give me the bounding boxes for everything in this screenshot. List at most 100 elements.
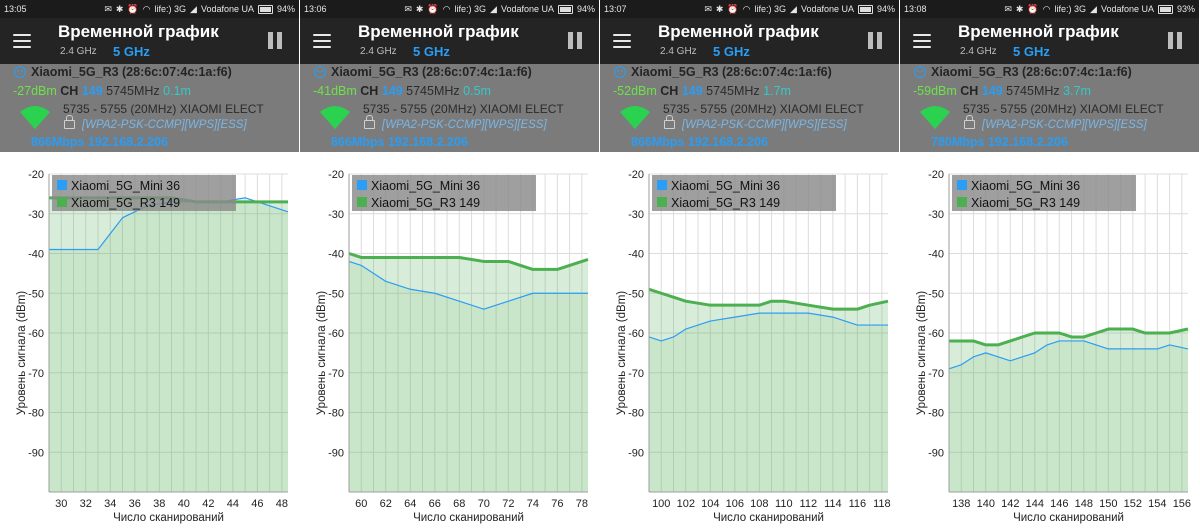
band-2-4-tab[interactable]: 2.4 GHz xyxy=(660,46,697,57)
y-tick-label: -90 xyxy=(328,447,344,459)
channel-value: 149 xyxy=(981,84,1003,98)
notification-icon: ✉ xyxy=(104,3,112,14)
network-details: -52dBm CH 149 5745MHz 1.7m xyxy=(613,84,791,98)
x-tick-label: 102 xyxy=(677,498,695,510)
y-tick-label: -30 xyxy=(28,209,44,221)
x-tick-label: 156 xyxy=(1173,498,1191,510)
signal-icon: ◢ xyxy=(190,3,197,14)
frequency-range: 5735 - 5755 (20MHz) xyxy=(63,102,177,116)
carrier-2: Vodafone UA xyxy=(200,4,254,14)
legend-label: Xiaomi_5G_Mini 36 xyxy=(971,179,1080,193)
network-details: -59dBm CH 149 5745MHz 3.7m xyxy=(913,84,1091,98)
legend-label: Xiaomi_5G_R3 149 xyxy=(371,196,480,210)
x-tick-label: 104 xyxy=(701,498,719,510)
x-tick-label: 38 xyxy=(153,498,165,510)
panel-divider xyxy=(299,0,300,532)
series-area xyxy=(949,329,1188,492)
pause-icon[interactable] xyxy=(268,32,282,49)
x-axis-title: Число сканирований xyxy=(413,512,524,524)
x-tick-label: 148 xyxy=(1075,498,1093,510)
y-axis-title: Уровень сигнала (dBm) xyxy=(16,291,28,415)
x-tick-label: 32 xyxy=(80,498,92,510)
legend-background xyxy=(352,175,536,211)
x-tick-label: 34 xyxy=(104,498,116,510)
connected-icon xyxy=(614,66,626,78)
band-2-4-tab[interactable]: 2.4 GHz xyxy=(960,46,997,57)
band-5-tab[interactable]: 5 GHz xyxy=(1013,44,1050,59)
x-tick-label: 142 xyxy=(1001,498,1019,510)
legend-label: Xiaomi_5G_R3 149 xyxy=(71,196,180,210)
channel-value: 149 xyxy=(81,84,103,98)
band-2-4-tab[interactable]: 2.4 GHz xyxy=(360,46,397,57)
alarm-icon: ⏰ xyxy=(127,3,139,14)
y-tick-label: -70 xyxy=(328,368,344,380)
panel-divider xyxy=(899,0,900,532)
band-5-tab[interactable]: 5 GHz xyxy=(113,44,150,59)
frequency-range: 5735 - 5755 (20MHz) xyxy=(663,102,777,116)
connection-info[interactable]: Xiaomi_5G_R3 (28:6c:07:4c:1a:f6) -59dBm … xyxy=(900,64,1199,152)
status-bar: 13:05 ✉ ✱ ⏰ ◠ life:) 3G ◢ Vodafone UA 94… xyxy=(0,0,299,18)
security-capabilities: [WPA2-PSK-CCMP][WPS][ESS] xyxy=(682,119,847,131)
lock-icon xyxy=(964,115,975,129)
x-tick-label: 112 xyxy=(800,498,818,510)
connected-icon xyxy=(914,66,926,78)
bluetooth-icon: ✱ xyxy=(115,3,124,14)
connection-info[interactable]: Xiaomi_5G_R3 (28:6c:07:4c:1a:f6) -27dBm … xyxy=(0,64,299,152)
pause-icon[interactable] xyxy=(868,32,882,49)
frequency-range: 5735 - 5755 (20MHz) xyxy=(963,102,1077,116)
x-tick-label: 66 xyxy=(429,498,441,510)
wifi-status-icon: ◠ xyxy=(742,3,751,14)
carrier-2: Vodafone UA xyxy=(800,4,854,14)
menu-icon[interactable] xyxy=(913,34,931,48)
legend-swatch xyxy=(57,197,67,207)
menu-icon[interactable] xyxy=(613,34,631,48)
channel-label: CH xyxy=(960,84,979,98)
x-tick-label: 116 xyxy=(849,498,867,510)
battery-level: 94% xyxy=(276,4,295,14)
x-tick-label: 68 xyxy=(453,498,465,510)
time-graph-chart: -20 -30 -40 -50 -60 -70 -80 -90 100 102 104 106 108 1… xyxy=(616,169,891,524)
channel-label: CH xyxy=(360,84,379,98)
signal-icon: ◢ xyxy=(1090,3,1097,14)
y-tick-label: -20 xyxy=(328,169,344,181)
bluetooth-icon: ✱ xyxy=(715,3,724,14)
screenshot-panel: 13:06 ✉ ✱ ⏰ ◠ life:) 3G ◢ Vodafone UA 94… xyxy=(300,0,599,532)
pause-icon[interactable] xyxy=(1168,32,1182,49)
y-tick-label: -20 xyxy=(628,169,644,181)
band-5-tab[interactable]: 5 GHz xyxy=(713,44,750,59)
band-5-tab[interactable]: 5 GHz xyxy=(413,44,450,59)
app-bar: Временной график 2.4 GHz 5 GHz xyxy=(0,18,299,64)
panel-divider xyxy=(599,0,600,532)
lock-icon xyxy=(364,115,375,129)
x-tick-label: 138 xyxy=(952,498,970,510)
network-range: 5735 - 5755 (20MHz) XIAOMI ELECT xyxy=(63,102,264,116)
connection-info[interactable]: Xiaomi_5G_R3 (28:6c:07:4c:1a:f6) -52dBm … xyxy=(600,64,899,152)
y-tick-label: -80 xyxy=(28,408,44,420)
y-tick-label: -80 xyxy=(328,408,344,420)
band-2-4-tab[interactable]: 2.4 GHz xyxy=(60,46,97,57)
menu-icon[interactable] xyxy=(313,34,331,48)
y-tick-label: -30 xyxy=(328,209,344,221)
x-tick-label: 78 xyxy=(576,498,588,510)
network-ssid: Xiaomi_5G_R3 (28:6c:07:4c:1a:f6) xyxy=(31,65,232,79)
network-range: 5735 - 5755 (20MHz) XIAOMI ELECT xyxy=(663,102,864,116)
pause-icon[interactable] xyxy=(568,32,582,49)
connection-info[interactable]: Xiaomi_5G_R3 (28:6c:07:4c:1a:f6) -41dBm … xyxy=(300,64,599,152)
y-tick-label: -90 xyxy=(28,447,44,459)
security-capabilities: [WPA2-PSK-CCMP][WPS][ESS] xyxy=(382,119,547,131)
battery-level: 94% xyxy=(576,4,595,14)
page-title: Временной график xyxy=(58,22,219,41)
series-line-mini xyxy=(948,340,1189,370)
carrier-1: life:) 3G xyxy=(154,4,187,14)
vendor-name: XIAOMI ELECT xyxy=(1079,102,1164,116)
distance: 0.5m xyxy=(463,84,491,98)
security-capabilities: [WPA2-PSK-CCMP][WPS][ESS] xyxy=(82,119,247,131)
y-tick-label: -60 xyxy=(928,328,944,340)
wifi-strength-icon xyxy=(320,106,350,129)
app-bar: Временной график 2.4 GHz 5 GHz xyxy=(300,18,599,64)
legend-label: Xiaomi_5G_Mini 36 xyxy=(71,179,180,193)
y-tick-label: -90 xyxy=(928,447,944,459)
y-tick-label: -70 xyxy=(928,368,944,380)
legend: Xiaomi_5G_Mini 36 Xiaomi_5G_R3 149 xyxy=(652,175,836,211)
menu-icon[interactable] xyxy=(13,34,31,48)
